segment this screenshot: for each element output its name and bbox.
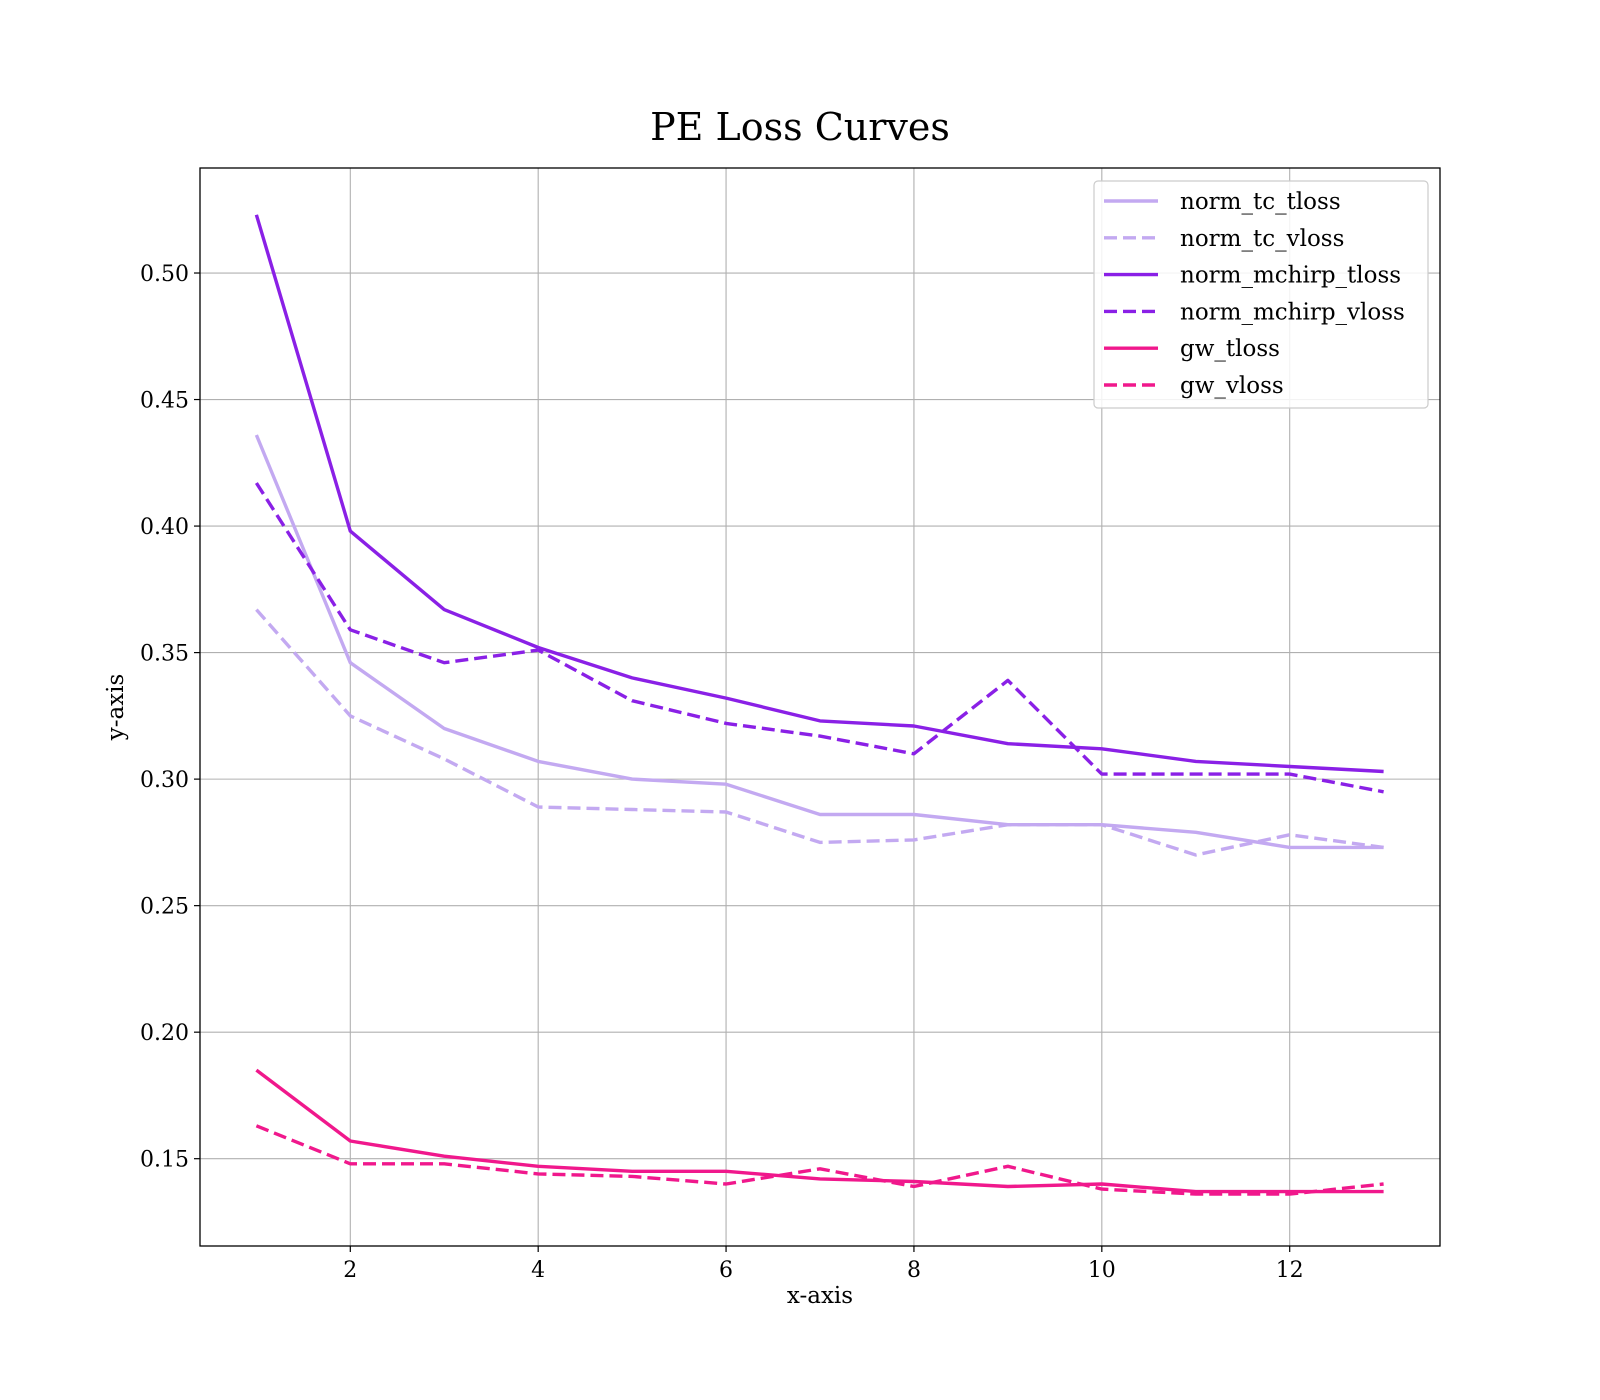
series-lines (254, 214, 1384, 1196)
legend-box (1093, 180, 1429, 409)
legend-label: norm_tc_tloss (1180, 189, 1341, 215)
series-line-norm-tc-tloss (254, 434, 1384, 850)
series-line-gw-tloss (255, 1068, 1384, 1194)
x-tick-label: 2 (343, 1258, 357, 1283)
legend-label: gw_tloss (1180, 336, 1280, 362)
x-tick-label: 10 (1088, 1258, 1116, 1283)
x-tick-label: 8 (907, 1258, 921, 1283)
series-line-norm-mchirp-vloss (254, 482, 1384, 794)
x-tick-label: 4 (531, 1258, 545, 1283)
series-line-norm-tc-vloss (255, 608, 1384, 857)
series-line-norm-mchirp-tloss (254, 214, 1384, 774)
y-tick-label: 0.20 (140, 1021, 189, 1046)
y-tick-label: 0.30 (140, 768, 189, 793)
legend-label: gw_vloss (1180, 373, 1284, 399)
x-axis-label: x-axis (787, 1283, 853, 1309)
legend-label: norm_tc_vloss (1180, 226, 1344, 252)
legend-label: norm_mchirp_tloss (1180, 263, 1401, 289)
plot-frame (199, 167, 1441, 1247)
y-tick-label: 0.40 (140, 515, 189, 540)
y-tick-label: 0.25 (140, 895, 189, 920)
legend-label: norm_mchirp_vloss (1180, 299, 1405, 325)
y-axis-label: y-axis (103, 674, 129, 742)
y-tick-label: 0.15 (140, 1148, 189, 1173)
legend: norm_tc_tloss norm_tc_vloss norm_mchirp_tl… (1093, 180, 1429, 409)
y-tick-label: 0.35 (140, 642, 189, 667)
legend-items: norm_tc_tloss norm_tc_vloss norm_mchirp_tl… (1104, 189, 1405, 399)
y-tick-label: 0.45 (140, 389, 189, 414)
series-line-gw-vloss (255, 1124, 1384, 1196)
axis-ticks: 2 4 6 8 10 12 0.15 0.20 0.25 0.30 0.35 0.40 0.45 0.50 (140, 262, 1304, 1283)
chart-title: PE Loss Curves (650, 105, 950, 149)
y-tick-label: 0.50 (140, 262, 189, 287)
x-tick-label: 12 (1276, 1258, 1304, 1283)
x-tick-label: 6 (719, 1258, 733, 1283)
